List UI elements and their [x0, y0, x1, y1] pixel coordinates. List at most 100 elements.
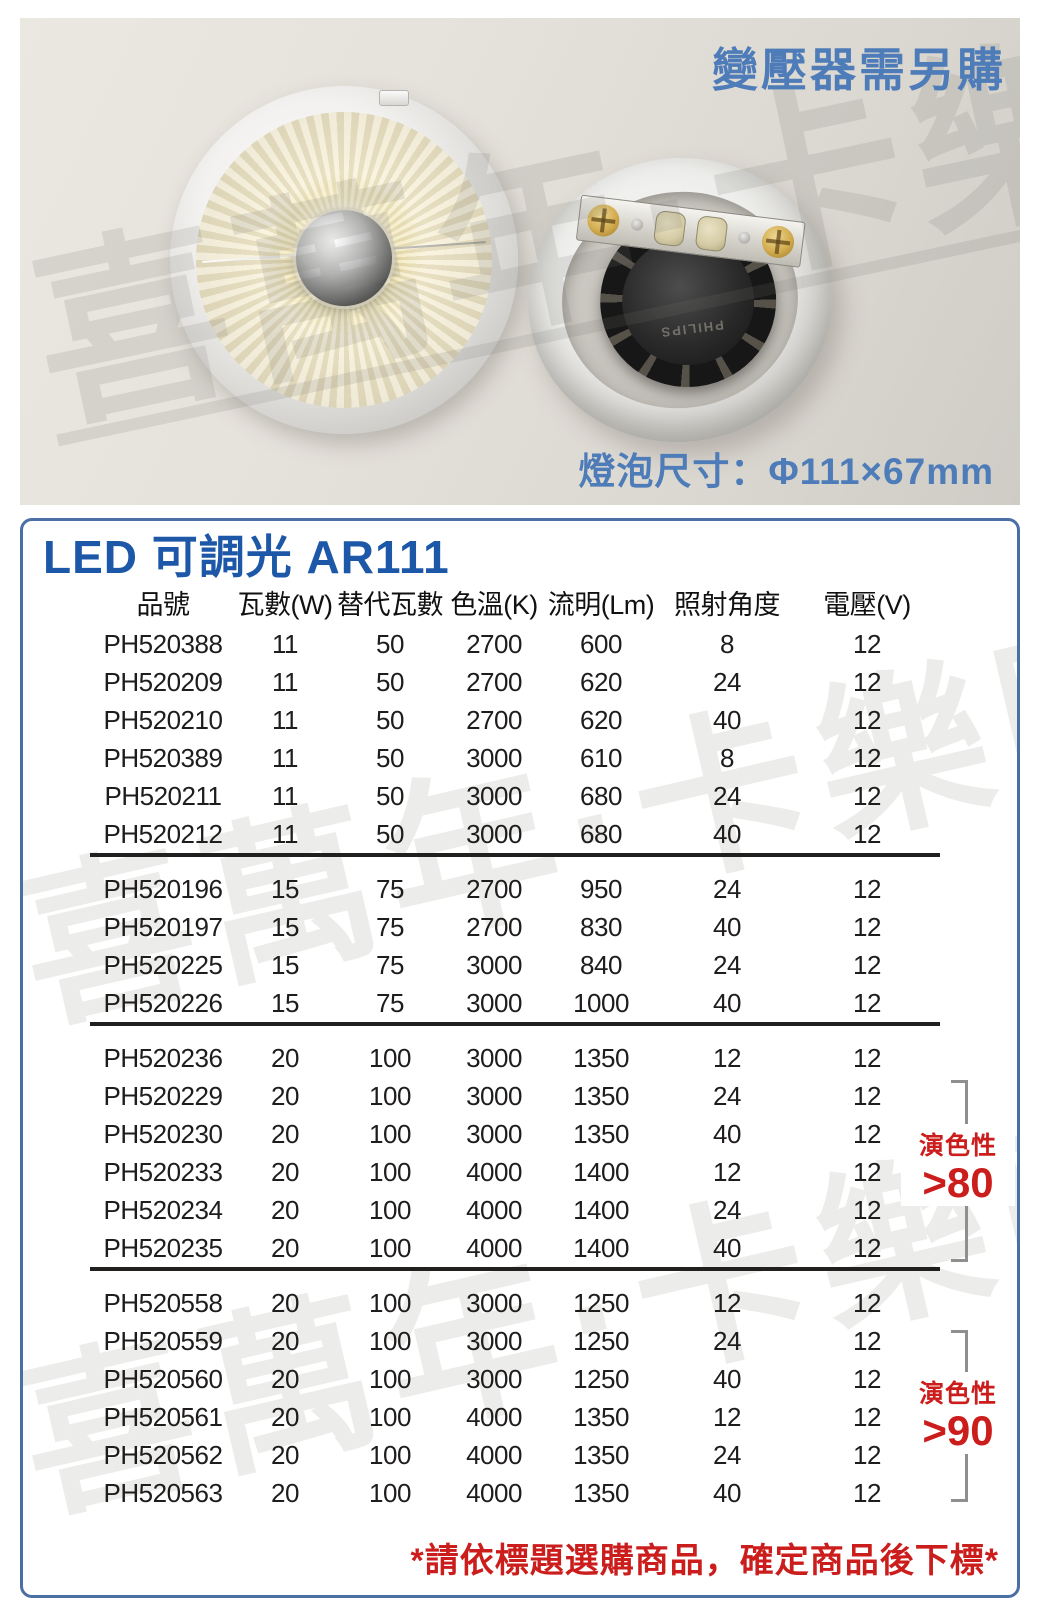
table-cell: 3000 [466, 987, 522, 1018]
table-cell: 12 [713, 1156, 741, 1187]
table-cell: 3000 [466, 1363, 522, 1394]
spec-table: 品號 瓦數(W) 替代瓦數 色溫(K) 流明(Lm) 照射角度 電壓(V) PH520388… [90, 579, 940, 1512]
table-cell: 830 [580, 911, 622, 942]
table-row: PH520209 11 50 2700 620 24 12 [90, 663, 940, 701]
column-header: 電壓(V) [823, 589, 911, 620]
table-cell: 1350 [542, 1022, 660, 1077]
table-cell: 3000 [466, 742, 522, 773]
table-cell: 40 [713, 818, 741, 849]
cri-value: >90 [922, 1407, 994, 1454]
table-cell: 50 [376, 666, 404, 697]
table-row: PH520561 20 100 4000 1350 12 12 [90, 1398, 940, 1436]
table-cell: 50 [376, 818, 404, 849]
table-cell: 15 [236, 853, 334, 908]
column-header: 流明(Lm) [547, 589, 655, 620]
table-cell: 1350 [573, 1118, 629, 1149]
table-cell: 12 [853, 818, 881, 849]
table-cell: 12 [853, 1194, 881, 1225]
table-cell: 3000 [466, 818, 522, 849]
table-cell: 20 [271, 1118, 299, 1149]
table-cell: 2700 [466, 911, 522, 942]
column-header: 瓦數(W) [237, 589, 333, 620]
table-cell: PH520212 [103, 818, 223, 849]
table-cell: 600 [580, 628, 622, 659]
table-row: PH520236 20 100 3000 1350 12 12 [90, 1022, 940, 1077]
table-cell: 24 [713, 1194, 741, 1225]
table-cell: 20 [236, 1022, 334, 1077]
table-row: PH520197 15 75 2700 830 40 12 [90, 908, 940, 946]
table-cell: 100 [334, 1022, 446, 1077]
table-cell: PH520559 [103, 1325, 223, 1356]
table-row: PH520559 20 100 3000 1250 24 12 [90, 1322, 940, 1360]
table-cell: 20 [271, 1477, 299, 1508]
table-row: PH520230 20 100 3000 1350 40 12 [90, 1115, 940, 1153]
table-cell: 11 [272, 742, 299, 773]
table-row: PH520235 20 100 4000 1400 40 12 [90, 1229, 940, 1269]
table-cell: PH520235 [103, 1232, 223, 1263]
table-cell: 12 [853, 1401, 881, 1432]
panel-title: LED 可調光 AR111 [43, 531, 450, 583]
table-cell: 20 [271, 1156, 299, 1187]
table-cell: 100 [369, 1477, 411, 1508]
table-cell: 1250 [573, 1363, 629, 1394]
bulb-rim-tab [378, 90, 409, 106]
table-cell: 8 [720, 628, 734, 659]
table-cell: 20 [271, 1363, 299, 1394]
table-cell: 1350 [573, 1401, 629, 1432]
table-cell: 50 [376, 628, 404, 659]
table-cell: 12 [853, 1118, 881, 1149]
table-cell: 24 [713, 666, 741, 697]
table-cell: 100 [369, 1401, 411, 1432]
table-cell: 1350 [573, 1477, 629, 1508]
table-cell: 4000 [466, 1439, 522, 1470]
table-cell: 100 [369, 1080, 411, 1111]
table-cell: 1400 [573, 1194, 629, 1225]
led-bulb-front-image [170, 86, 518, 434]
table-cell: 11 [272, 780, 299, 811]
table-cell: 40 [713, 704, 741, 735]
table-cell: 20 [271, 1080, 299, 1111]
table-cell: 100 [334, 1267, 446, 1322]
table-cell: 100 [369, 1194, 411, 1225]
column-header: 照射角度 [674, 589, 781, 620]
table-row: PH520229 20 100 3000 1350 24 12 [90, 1077, 940, 1115]
cri-annotation-80: 演色性 >80 [901, 1124, 1015, 1206]
table-cell: 3000 [446, 1267, 542, 1322]
table-cell: 20 [271, 1194, 299, 1225]
table-cell: 15 [271, 949, 299, 980]
table-cell: 20 [271, 1325, 299, 1356]
purchase-note: *請依標題選購商品，確定商品後下標* [410, 1542, 999, 1580]
table-cell: PH520230 [103, 1118, 223, 1149]
table-cell: 2700 [466, 666, 522, 697]
table-cell: 620 [580, 666, 622, 697]
table-cell: 50 [376, 704, 404, 735]
table-cell: 1250 [573, 1325, 629, 1356]
cri-label: 演色性 [918, 1380, 997, 1408]
table-cell: 3000 [466, 949, 522, 980]
table-cell: 3000 [466, 1118, 522, 1149]
cri-value: >80 [922, 1159, 994, 1206]
table-cell: PH520209 [103, 666, 223, 697]
table-cell: 1250 [542, 1267, 660, 1322]
table-cell: 12 [853, 780, 881, 811]
table-cell: 1350 [573, 1080, 629, 1111]
column-header: 品號 [136, 589, 191, 620]
table-cell: 2700 [466, 704, 522, 735]
table-cell: PH520234 [103, 1194, 223, 1225]
table-row: PH520233 20 100 4000 1400 12 12 [90, 1153, 940, 1191]
table-cell: 12 [853, 1477, 881, 1508]
spec-panel: 喜萬年·卡樂購物 喜萬年·卡樂購物 LED 可調光 AR111 品號 瓦數(W) 替… [20, 518, 1020, 1598]
table-cell: 12 [853, 704, 881, 735]
table-cell: 3000 [466, 1325, 522, 1356]
table-cell: 1400 [573, 1232, 629, 1263]
table-row: PH520563 20 100 4000 1350 40 12 [90, 1474, 940, 1512]
table-cell: PH520558 [90, 1267, 236, 1322]
table-cell: 11 [272, 628, 299, 659]
table-cell: PH520563 [103, 1477, 223, 1508]
table-cell: PH520388 [103, 628, 223, 659]
table-row: PH520225 15 75 3000 840 24 12 [90, 946, 940, 984]
table-cell: 24 [713, 1325, 741, 1356]
table-cell: 840 [580, 949, 622, 980]
table-cell: 50 [376, 742, 404, 773]
table-cell: 680 [580, 780, 622, 811]
